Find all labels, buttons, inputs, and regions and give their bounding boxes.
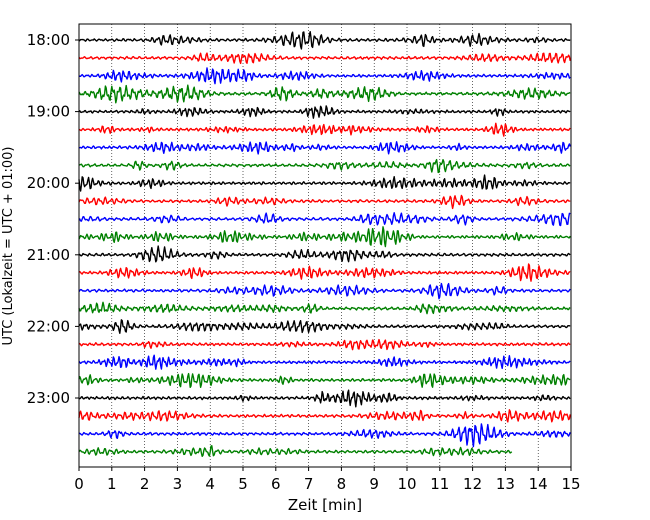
trace-2300 xyxy=(78,389,571,408)
x-axis-ticks: 0 1 2 3 4 5 6 7 8 9 10 11 12 13 14 15 xyxy=(74,467,581,493)
trace-2115 xyxy=(78,263,571,282)
trace-1930 xyxy=(78,141,571,155)
x-tick-label: 14 xyxy=(529,475,548,493)
y-tick-label: 20:00 xyxy=(27,174,70,192)
x-tick-label: 10 xyxy=(397,475,416,493)
trace-2015 xyxy=(78,194,571,210)
trace-1800 xyxy=(78,31,571,50)
x-tick-label: 8 xyxy=(337,475,347,493)
y-tick-label: 21:00 xyxy=(27,246,70,264)
trace-2200 xyxy=(78,319,571,334)
trace-1900 xyxy=(78,105,571,119)
trace-1830 xyxy=(78,67,571,85)
trace-1915 xyxy=(78,122,571,137)
x-tick-label: 6 xyxy=(271,475,281,493)
y-axis-label: UTC (Lokalzeit = UTC + 01:00) xyxy=(1,147,16,346)
trace-2330 xyxy=(79,423,571,448)
y-tick-label: 22:00 xyxy=(27,317,70,335)
plot-frame xyxy=(78,23,572,468)
trace-2100 xyxy=(78,245,571,263)
x-tick-label: 13 xyxy=(496,475,515,493)
x-tick-label: 7 xyxy=(304,475,314,493)
trace-1845 xyxy=(78,84,571,104)
x-tick-label: 2 xyxy=(140,475,150,493)
trace-group xyxy=(78,31,571,458)
x-tick-label: 9 xyxy=(369,475,379,493)
y-tick-label: 19:00 xyxy=(27,103,70,121)
grid-lines xyxy=(111,24,539,467)
x-tick-label: 12 xyxy=(463,475,482,493)
x-tick-label: 3 xyxy=(173,475,183,493)
x-tick-label: 4 xyxy=(205,475,215,493)
trace-2000 xyxy=(78,174,571,192)
y-tick-label: 23:00 xyxy=(27,389,70,407)
trace-2245 xyxy=(78,372,571,389)
x-tick-label: 11 xyxy=(430,475,449,493)
x-tick-label: 0 xyxy=(74,475,84,493)
x-tick-label: 15 xyxy=(561,475,580,493)
trace-2215 xyxy=(78,338,571,351)
trace-1815 xyxy=(78,52,571,65)
trace-2315 xyxy=(78,409,571,423)
x-axis-label: Zeit [min] xyxy=(288,496,362,514)
x-tick-label: 5 xyxy=(238,475,248,493)
trace-2145 xyxy=(78,301,571,315)
y-axis-ticks: 18:00 19:00 20:00 21:00 22:00 23:00 xyxy=(27,31,79,407)
x-tick-label: 1 xyxy=(107,475,117,493)
trace-2230 xyxy=(78,354,571,370)
trace-2030 xyxy=(78,212,571,227)
trace-1945 xyxy=(78,158,571,174)
trace-2045 xyxy=(78,226,571,248)
trace-2130 xyxy=(78,282,571,300)
y-tick-label: 18:00 xyxy=(27,31,70,49)
trace-2345 xyxy=(78,444,513,458)
